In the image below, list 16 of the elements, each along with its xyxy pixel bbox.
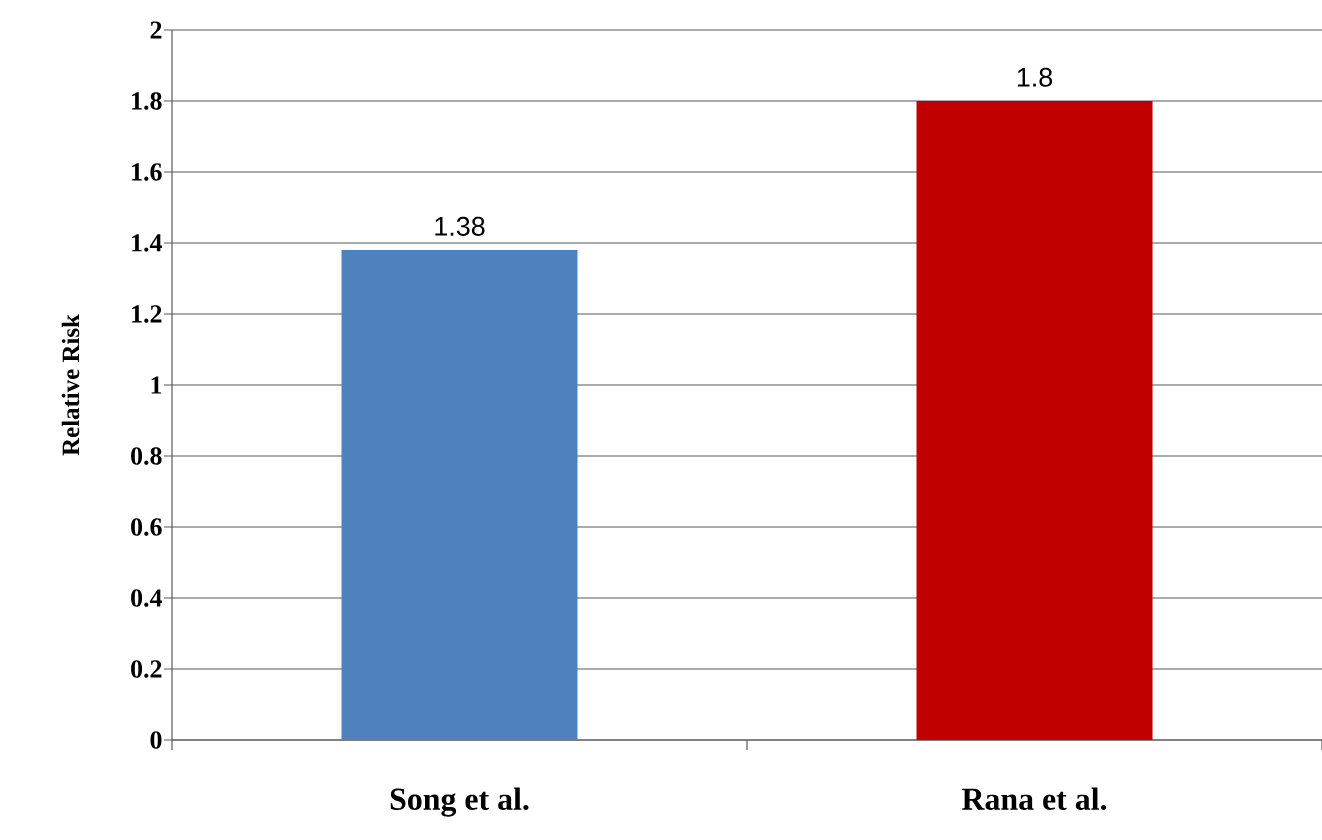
y-tick-label: 0.6 (131, 518, 162, 536)
y-tick-label: 0.8 (131, 447, 162, 465)
y-tick-label: 0.4 (131, 589, 162, 607)
y-tick-label: 1.6 (132, 163, 162, 181)
data-label: 1.8 (1017, 67, 1053, 87)
y-tick-label: 2 (150, 21, 162, 39)
y-tick-label: 1 (151, 376, 162, 394)
data-label: 1.38 (435, 216, 485, 236)
y-tick-label: 1.2 (132, 305, 162, 323)
y-axis-title: Relative Risk (61, 314, 80, 456)
x-tick-label: Rana et al. (962, 787, 1107, 811)
x-tick-label: Song et al. (390, 787, 529, 817)
y-tick-label: 0 (150, 731, 162, 749)
y-tick-label: 0.2 (131, 660, 162, 678)
y-tick-label: 1.4 (132, 234, 162, 252)
y-tick-label: 1.8 (132, 92, 162, 110)
